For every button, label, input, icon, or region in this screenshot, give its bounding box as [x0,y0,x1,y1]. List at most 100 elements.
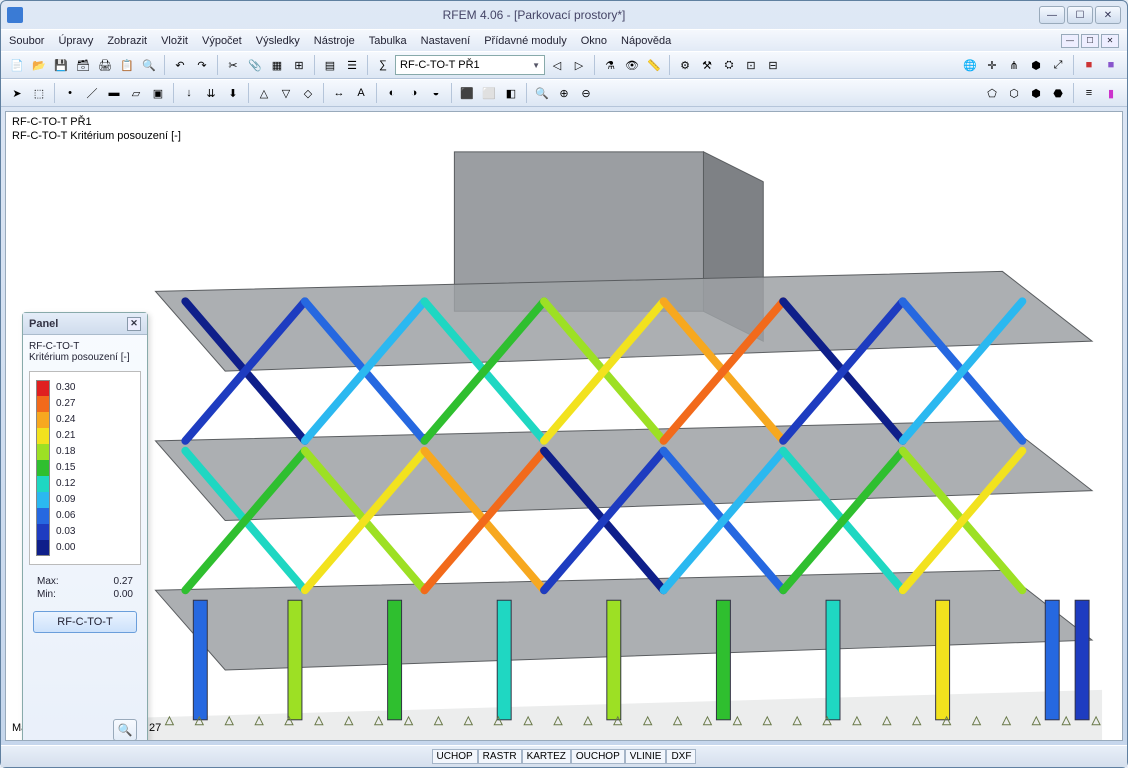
undo-icon[interactable]: ↶ [170,55,190,75]
save-icon[interactable]: 💾 [51,55,71,75]
toolbar-main: 📄 📂 💾 🗃 🖨 📋 🔍 ↶ ↷ ✂ 📎 ▦ ⊞ ▤ ☰ ∑ RF-C-TO-… [1,51,1127,79]
results-panel: Panel ✕ RF-C-TO-T Kritérium posouzení [-… [22,312,148,741]
menubar: Soubor Úpravy Zobrazit Vložit Výpočet Vý… [1,29,1127,51]
member-icon[interactable]: ▬ [104,83,124,103]
min-value: 0.00 [114,589,133,600]
red-icon[interactable]: ■ [1079,55,1099,75]
zoom3-icon[interactable]: ⊖ [576,83,596,103]
cut-icon[interactable]: ✂ [223,55,243,75]
panel-close-button[interactable]: ✕ [127,317,141,331]
iso2-icon[interactable]: ⬡ [1004,83,1024,103]
print-icon[interactable]: 🖨 [95,55,115,75]
close-button[interactable]: ✕ [1095,6,1121,24]
menu-nastaveni[interactable]: Nastavení [421,35,471,47]
next-icon[interactable]: ▷ [569,55,589,75]
menu-moduly[interactable]: Přídavné moduly [484,35,567,47]
status-kartez[interactable]: KARTEZ [522,749,571,764]
tool5-icon[interactable]: ⊟ [763,55,783,75]
zoom1-icon[interactable]: 🔍 [532,83,552,103]
iso3-icon[interactable]: ⬢ [1026,83,1046,103]
load3-icon[interactable]: ⬇ [223,83,243,103]
snap-icon[interactable]: ⊞ [289,55,309,75]
mdi-restore[interactable]: ☐ [1081,34,1099,48]
surface-icon[interactable]: ▱ [126,83,146,103]
menu-soubor[interactable]: Soubor [9,35,44,47]
paste-icon[interactable]: 📎 [245,55,265,75]
cube3-icon[interactable]: ◧ [501,83,521,103]
tool2-icon[interactable]: ⚒ [697,55,717,75]
menu-vypocet[interactable]: Výpočet [202,35,242,47]
layer-icon[interactable]: ≡ [1079,83,1099,103]
new-icon[interactable]: 📄 [7,55,27,75]
globe-icon[interactable]: 🌐 [960,55,980,75]
max-value: 0.27 [114,576,133,587]
zoom2-icon[interactable]: ⊕ [554,83,574,103]
open-icon[interactable]: 📂 [29,55,49,75]
loadcase-combo[interactable]: RF-C-TO-T PŘ1▼ [395,55,545,75]
menu-zobrazit[interactable]: Zobrazit [107,35,147,47]
scale-icon[interactable]: ⤢ [1048,55,1068,75]
prev-icon[interactable]: ◁ [547,55,567,75]
table-icon[interactable]: ▤ [320,55,340,75]
load2-icon[interactable]: ⇊ [201,83,221,103]
tool4-icon[interactable]: ⊡ [741,55,761,75]
menu-vysledky[interactable]: Výsledky [256,35,300,47]
search-icon[interactable]: 🔍 [139,55,159,75]
menu-tabulka[interactable]: Tabulka [369,35,407,47]
zoom-extents-button[interactable]: 🔍 [113,719,137,741]
arrow-icon[interactable]: ➤ [7,83,27,103]
solid-icon[interactable]: ▣ [148,83,168,103]
axis-icon[interactable]: ✛ [982,55,1002,75]
menu-napoveda[interactable]: Nápověda [621,35,671,47]
load1-icon[interactable]: ↓ [179,83,199,103]
sup2-icon[interactable]: ▽ [276,83,296,103]
filter-icon[interactable]: ⚗ [600,55,620,75]
view-icon[interactable]: ⬢ [1026,55,1046,75]
sup3-icon[interactable]: ◇ [298,83,318,103]
copy-icon[interactable]: 📋 [117,55,137,75]
menu-nastroje[interactable]: Nástroje [314,35,355,47]
color-icon[interactable]: ▮ [1101,83,1121,103]
saveall-icon[interactable]: 🗃 [73,55,93,75]
eye-icon[interactable]: 👁 [622,55,642,75]
list-icon[interactable]: ☰ [342,55,362,75]
select-icon[interactable]: ⬚ [29,83,49,103]
iso1-icon[interactable]: ⬠ [982,83,1002,103]
cube1-icon[interactable]: ⬛ [457,83,477,103]
mdi-minimize[interactable]: — [1061,34,1079,48]
panel-module-button[interactable]: RF-C-TO-T [33,611,137,633]
panel-sub1: RF-C-TO-T [29,341,141,352]
legend: 0.300.270.240.210.180.150.120.090.060.03… [29,371,141,565]
render1-icon[interactable]: ◐ [382,83,402,103]
node-icon[interactable]: • [60,83,80,103]
menu-vlozit[interactable]: Vložit [161,35,188,47]
redo-icon[interactable]: ↷ [192,55,212,75]
menu-okno[interactable]: Okno [581,35,607,47]
line-icon[interactable]: ／ [82,83,102,103]
purple-icon[interactable]: ■ [1101,55,1121,75]
iso4-icon[interactable]: ⬣ [1048,83,1068,103]
status-ouchop[interactable]: OUCHOP [571,749,625,764]
dim-icon[interactable]: ↔ [329,83,349,103]
ruler-icon[interactable]: 📏 [644,55,664,75]
sup1-icon[interactable]: △ [254,83,274,103]
status-rastr[interactable]: RASTR [478,749,522,764]
render2-icon[interactable]: ◑ [404,83,424,103]
calc-icon[interactable]: ∑ [373,55,393,75]
xyz-icon[interactable]: ⋔ [1004,55,1024,75]
viewport[interactable]: RF-C-TO-T PŘ1 RF-C-TO-T Kritérium posouz… [5,111,1123,741]
menu-upravy[interactable]: Úpravy [58,35,93,47]
panel-sub2: Kritérium posouzení [-] [29,352,141,363]
status-dxf[interactable]: DXF [666,749,696,764]
mdi-close[interactable]: ✕ [1101,34,1119,48]
status-vlinie[interactable]: VLINIE [625,749,667,764]
tool1-icon[interactable]: ⚙ [675,55,695,75]
minimize-button[interactable]: — [1039,6,1065,24]
status-uchop[interactable]: UCHOP [432,749,478,764]
maximize-button[interactable]: ☐ [1067,6,1093,24]
tool3-icon[interactable]: ⛭ [719,55,739,75]
cube2-icon[interactable]: ⬜ [479,83,499,103]
grid-icon[interactable]: ▦ [267,55,287,75]
render3-icon[interactable]: ◒ [426,83,446,103]
text-icon[interactable]: A [351,83,371,103]
